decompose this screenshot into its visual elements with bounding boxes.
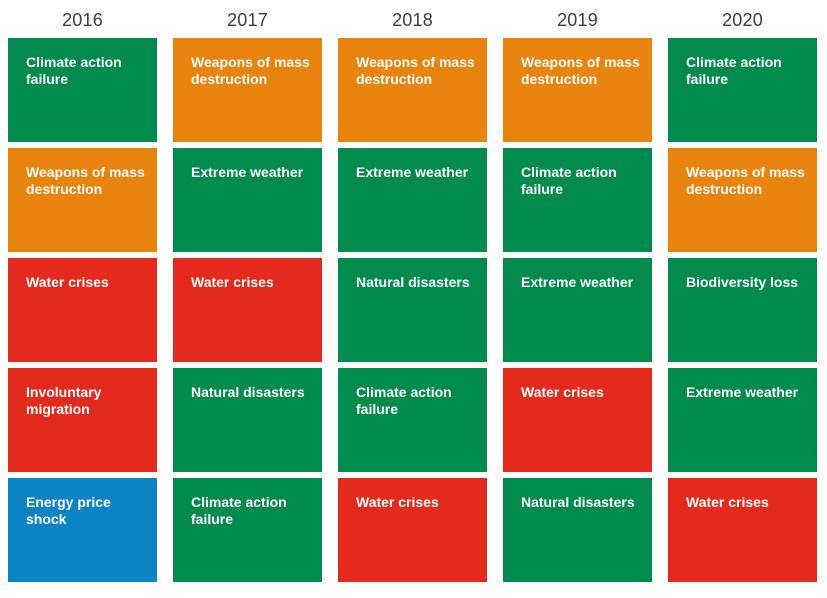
year-column-2018: 2018 Weapons of mass destruction Extreme… (338, 0, 487, 582)
year-column-2017: 2017 Weapons of mass destruction Extreme… (173, 0, 322, 582)
risk-ranking-grid: 2016 Climate action failure Weapons of m… (8, 0, 817, 582)
risk-tile: Weapons of mass destruction (668, 148, 817, 252)
year-header: 2020 (722, 10, 763, 30)
year-header: 2018 (392, 10, 433, 30)
risk-tile: Climate action failure (8, 38, 157, 142)
risk-tile: Water crises (668, 478, 817, 582)
risk-tile: Climate action failure (503, 148, 652, 252)
risk-tile: Natural disasters (503, 478, 652, 582)
risk-tile: Energy price shock (8, 478, 157, 582)
risk-tile: Water crises (8, 258, 157, 362)
year-column-2020: 2020 Climate action failure Weapons of m… (668, 0, 817, 582)
risk-tile: Weapons of mass destruction (8, 148, 157, 252)
risk-tile: Extreme weather (338, 148, 487, 252)
risk-tile: Extreme weather (503, 258, 652, 362)
year-column-2016: 2016 Climate action failure Weapons of m… (8, 0, 157, 582)
risk-tile: Biodiversity loss (668, 258, 817, 362)
year-column-2019: 2019 Weapons of mass destruction Climate… (503, 0, 652, 582)
risk-tile: Natural disasters (338, 258, 487, 362)
year-header: 2016 (62, 10, 103, 30)
risk-tile: Weapons of mass destruction (173, 38, 322, 142)
year-header: 2019 (557, 10, 598, 30)
risk-tile: Climate action failure (173, 478, 322, 582)
risk-tile: Involuntary migration (8, 368, 157, 472)
risk-tile: Extreme weather (173, 148, 322, 252)
risk-tile: Climate action failure (338, 368, 487, 472)
risk-tile: Water crises (338, 478, 487, 582)
risk-tile: Water crises (173, 258, 322, 362)
risk-tile: Water crises (503, 368, 652, 472)
risk-tile: Weapons of mass destruction (338, 38, 487, 142)
risk-tile: Natural disasters (173, 368, 322, 472)
risk-tile: Climate action failure (668, 38, 817, 142)
risk-tile: Weapons of mass destruction (503, 38, 652, 142)
risk-tile: Extreme weather (668, 368, 817, 472)
year-header: 2017 (227, 10, 268, 30)
